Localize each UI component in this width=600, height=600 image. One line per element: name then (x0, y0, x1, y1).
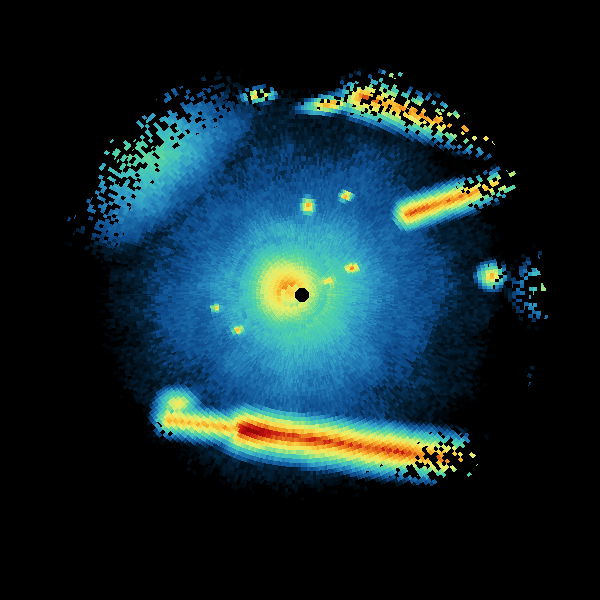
radar-image-viewport: Radar Reflectivity PPI Scan dBZ (0, 0, 600, 600)
radar-reflectivity-heatmap (0, 0, 600, 600)
